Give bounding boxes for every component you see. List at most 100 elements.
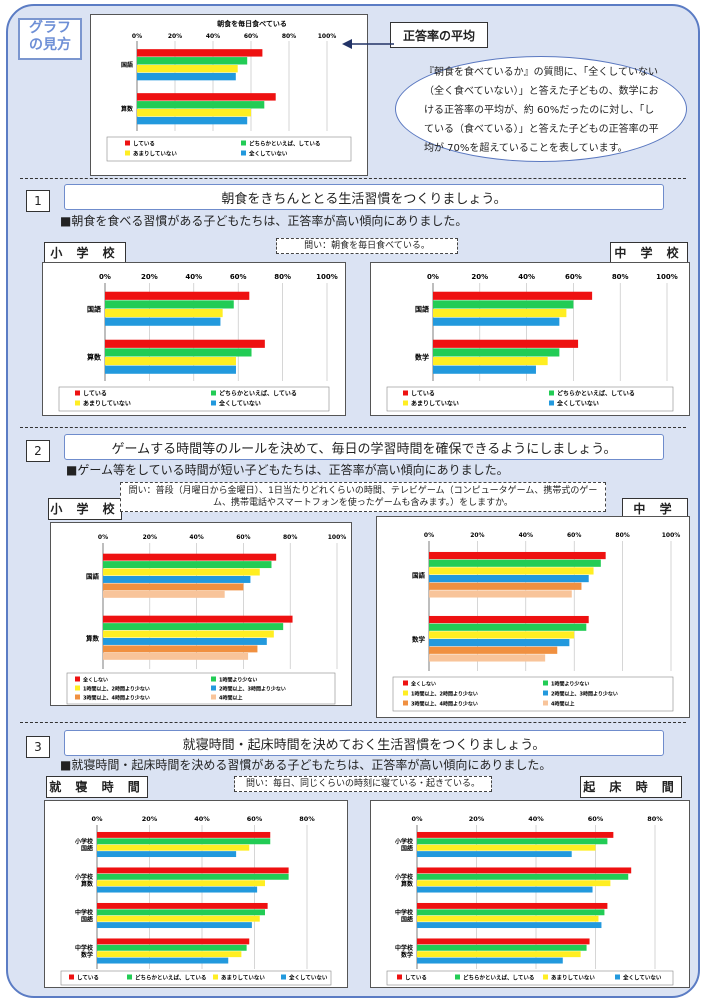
legend-label: 全くしていない [556,400,599,408]
tick-label: 40% [206,33,220,40]
legend-label: あまりしていない [221,974,265,982]
section-3-question: 問い：毎日、同じくらいの時刻に寝ている・起きている。 [234,776,492,792]
bar [417,909,605,916]
legend-swatch [211,390,216,396]
bar [105,357,236,366]
category-label-line: 国語 [121,61,133,69]
tick-label: 100% [662,532,681,539]
tick-label: 40% [519,532,533,539]
legend-label: 1時間より少ない [551,681,589,688]
tick-label: 0% [427,273,439,281]
tick-label: 0% [411,815,423,823]
bar [97,951,242,958]
bar [97,886,258,893]
bar [429,615,589,624]
bar [429,582,582,590]
bar [417,873,629,880]
tick-label: 20% [143,534,157,541]
bar [137,65,238,73]
legend-swatch [543,680,548,686]
section-3-left-label: 就 寝 時 間 [46,776,148,798]
category-label-line: 中学校 [75,908,94,916]
legend-label: 2時間以上、3時間より少ない [219,686,286,693]
bar [429,590,572,598]
legend-label: 2時間以上、3時間より少ない [551,691,618,698]
tick-label: 100% [318,33,337,40]
bar [103,623,284,631]
tick-label: 80% [299,815,315,823]
bar [105,317,221,326]
bar [97,922,252,929]
tick-label: 40% [189,534,203,541]
bar [97,838,271,845]
guide-chart-box: 朝食を毎日食べている 0% 20% 40% 60% 80% 100% 国語 算数 している どちらか… [90,14,368,176]
section-1-title: 朝食をきちんととる生活習慣をつくりましょう。 [64,184,664,210]
section-2-elem-chart-box: 0% 20% 40% 60% 80% 100% 国語 算数 全くしない 1時間より少ない 1時間以上… [50,522,352,706]
legend-swatch [543,700,548,706]
bar [433,309,567,318]
bar [105,339,265,348]
legend-label: どちらかといえば、している [557,390,635,398]
legend-label: 4時間以上 [551,701,574,708]
section-1-elem-chart-box: 0% 20% 40% 60% 80% 100% 国語 算数 している どちらかといえば、しているあ… [42,262,346,416]
bar [433,339,579,348]
tick-label: 60% [565,273,582,281]
legend-label: している [83,391,107,398]
legend-label: 1時間以上、2時間より少ない [411,691,478,698]
section-2-jh-chart-box: 0% 20% 40% 60% 80% 100% 国語 数学 全くしない 1時間より少ない 1時間以上… [376,516,690,718]
category-label: 国語 [86,571,100,580]
tick-label: 60% [567,532,581,539]
chart-title: 朝食を毎日食べている [217,19,287,28]
legend-label: どちらかといえば、している [135,974,206,982]
legend-label: している [411,391,435,398]
legend-swatch [455,974,460,980]
bar [137,72,236,81]
bar [417,938,590,945]
category-label: 中学校国語 [75,908,94,923]
tick-label: 0% [91,815,103,823]
category-label: 国語 [87,304,101,313]
legend-swatch [549,400,554,406]
bar [417,851,572,858]
bar [417,831,614,838]
page-frame: グラフ の見方 朝食を毎日食べている 0% 20% 40% 60% 80% 100% 国語 算数… [6,4,700,998]
bar [105,309,223,318]
section-1-left-label: 小 学 校 [44,242,126,264]
tick-label: 20% [469,815,485,823]
tick-label: 80% [282,33,296,40]
bar [97,851,237,858]
tick-label: 20% [470,532,484,539]
bar [433,300,574,309]
legend-label: 全くしない [82,677,108,684]
section-2-number: 2 [26,440,50,462]
guide-tag: グラフ の見方 [18,18,82,60]
legend-label: あまりしていない [83,400,131,408]
category-label-line: 数学 [401,951,413,959]
bar [137,101,265,109]
legend-label: 全くしていない [288,974,328,982]
bar [417,880,611,887]
tick-label: 20% [142,815,158,823]
tick-label: 60% [588,815,604,823]
bar [433,348,560,357]
legend-label: している [77,975,99,982]
category-label: 小学校算数 [394,873,414,888]
category-label: 国語 [412,570,426,579]
category-label: 数学 [412,634,426,643]
bar [103,553,277,561]
bar [103,568,260,576]
section-2-left-label: 小 学 校 [48,498,122,520]
bar [105,300,234,309]
bar [417,951,581,958]
section-3-number: 3 [26,736,50,758]
legend-label: どちらかといえば、している [249,140,320,148]
legend-swatch [75,694,80,700]
section-1-finding: ■朝食を食べる習慣がある子どもたちは、正答率が高い傾向にありました。 [60,214,468,228]
legend-label: あまりしていない [551,974,595,982]
section-3-bed-chart-box: 0% 20% 40% 60% 80% 小学校国語 小学校算数 中学校国語 中学校数学 している どち… [44,800,348,988]
legend-swatch [211,676,216,682]
legend-label: 1時間より少ない [219,677,257,684]
bar [417,886,593,893]
legend-box [58,386,330,412]
